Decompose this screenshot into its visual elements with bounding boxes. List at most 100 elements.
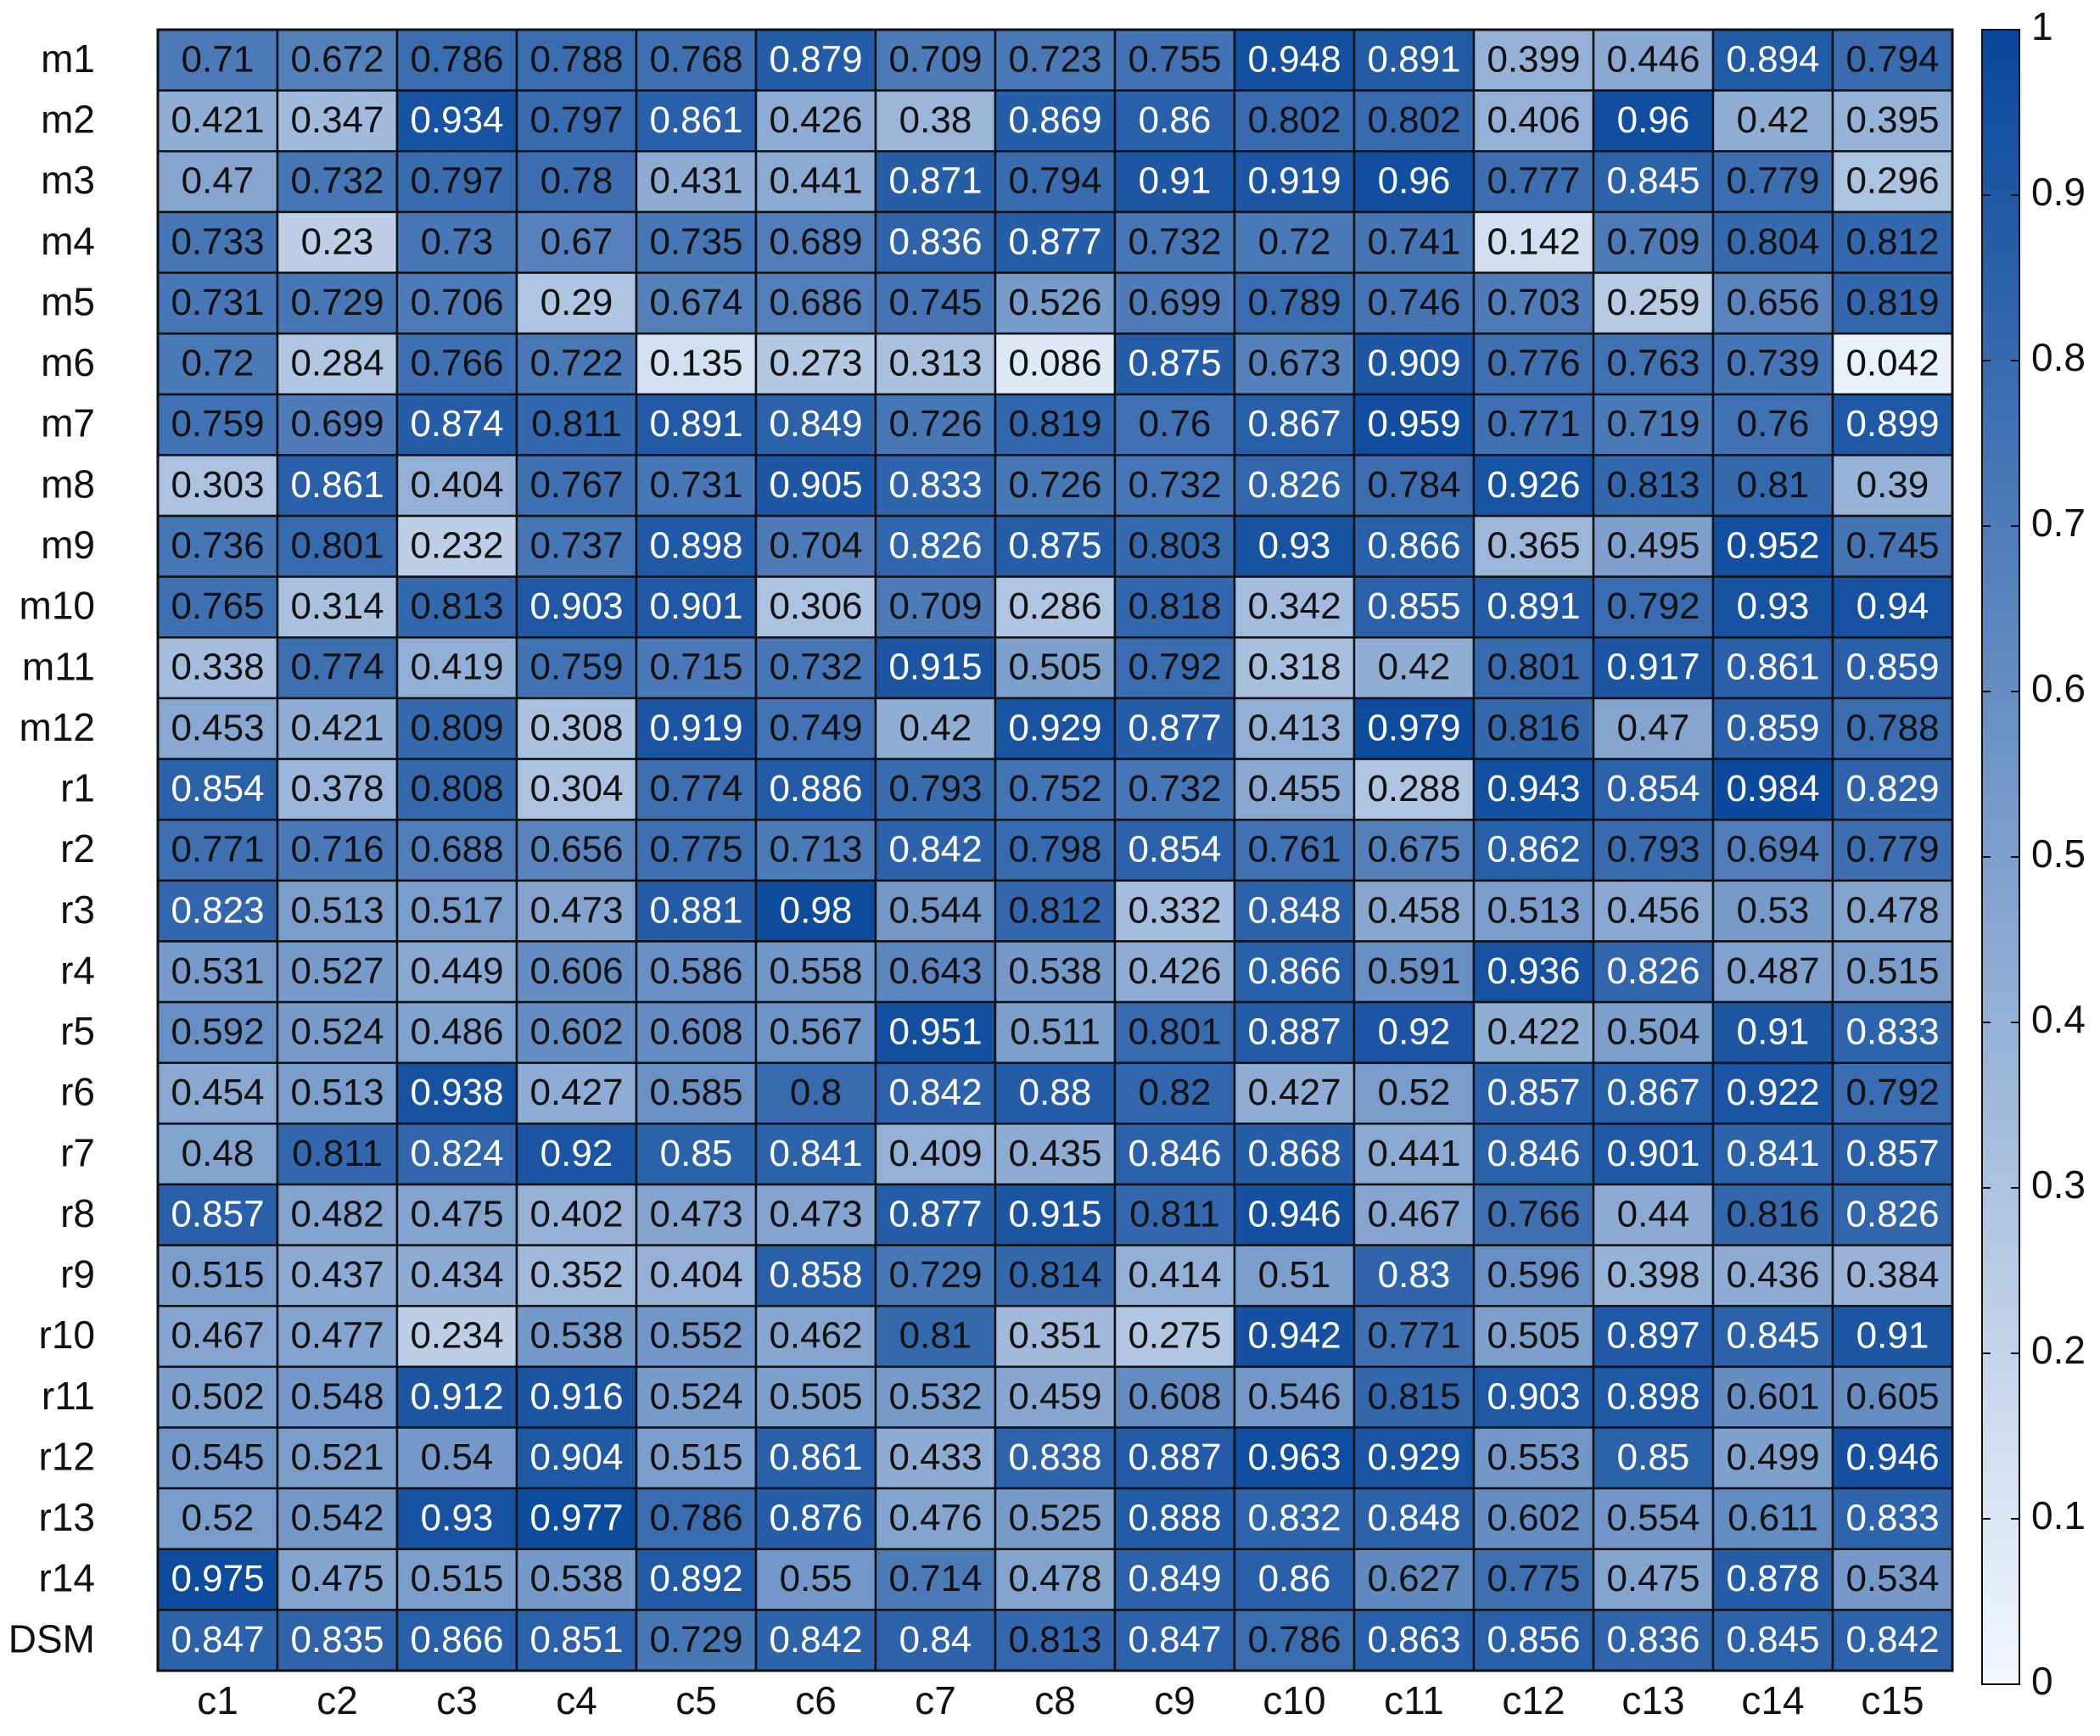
cell-value: 0.887 <box>1128 1436 1221 1478</box>
y-tick-label: r9 <box>60 1252 95 1296</box>
heatmap-cell <box>1352 1609 1476 1672</box>
cell-value: 0.93 <box>1258 524 1331 566</box>
cell-value: 0.854 <box>1606 768 1700 809</box>
x-tick-label: c13 <box>1621 1678 1684 1722</box>
cell-value: 0.774 <box>649 768 742 809</box>
cell-value: 0.881 <box>649 889 742 931</box>
cell-value: 0.761 <box>1247 829 1341 871</box>
heatmap-cell <box>874 879 997 943</box>
heatmap-cell <box>874 636 997 700</box>
heatmap-cell <box>515 1426 638 1490</box>
cell-value: 0.808 <box>410 768 503 809</box>
heatmap-cell <box>276 818 399 882</box>
cell-value: 0.851 <box>529 1619 623 1660</box>
heatmap-cell <box>994 393 1117 456</box>
cell-value: 0.829 <box>1845 768 1939 809</box>
cell-value: 0.922 <box>1726 1072 1819 1113</box>
cell-value: 0.454 <box>171 1072 264 1113</box>
cell-value: 0.689 <box>769 221 862 262</box>
cell-value: 0.786 <box>410 38 503 80</box>
y-tick-label: m5 <box>41 279 95 323</box>
heatmap-cell <box>994 758 1117 821</box>
cell-value: 0.876 <box>769 1498 862 1539</box>
cell-value: 0.478 <box>1845 889 1939 931</box>
heatmap-cell <box>874 454 997 518</box>
cell-value: 0.347 <box>290 99 384 141</box>
cell-value: 0.419 <box>410 647 503 688</box>
heatmap-cell <box>156 150 279 214</box>
cell-value: 0.284 <box>290 343 384 384</box>
x-tick-label: c2 <box>316 1678 358 1722</box>
cell-value: 0.487 <box>1726 950 1819 992</box>
cell-value: 0.673 <box>1247 343 1341 384</box>
cell-value: 0.824 <box>410 1133 503 1174</box>
cell-value: 0.919 <box>649 707 742 748</box>
cell-value: 0.303 <box>171 464 264 506</box>
cell-value: 0.877 <box>1008 221 1101 262</box>
cell-value: 0.29 <box>540 282 613 323</box>
heatmap-cell <box>1352 758 1476 821</box>
cell-value: 0.85 <box>1617 1436 1690 1478</box>
colorbar-tick-label: 0 <box>2031 1659 2053 1703</box>
heatmap-cell <box>635 1123 758 1186</box>
heatmap-cell <box>1352 1183 1476 1246</box>
cell-value: 0.779 <box>1845 829 1939 871</box>
heatmap-cell <box>994 1061 1117 1125</box>
cell-value: 0.53 <box>1737 889 1810 931</box>
colorbar-tick-label: 0.9 <box>2031 170 2086 214</box>
cell-value: 0.901 <box>649 585 742 627</box>
x-tick-label: c8 <box>1034 1678 1076 1722</box>
cell-value: 0.544 <box>888 889 982 931</box>
cell-value: 0.866 <box>1367 524 1460 566</box>
heatmap-cell <box>1233 272 1356 335</box>
cell-value: 0.85 <box>660 1133 733 1174</box>
heatmap-cell <box>395 1548 518 1611</box>
heatmap-cell <box>754 636 877 700</box>
cell-value: 0.861 <box>290 464 384 506</box>
cell-value: 0.585 <box>649 1072 742 1113</box>
heatmap-cell <box>515 514 638 578</box>
heatmap-cell <box>395 1244 518 1308</box>
heatmap-cell <box>1113 1609 1236 1672</box>
heatmap-cell <box>1472 1123 1595 1186</box>
heatmap-cell <box>754 1426 877 1490</box>
cell-value: 0.473 <box>649 1193 742 1235</box>
cell-value: 0.715 <box>649 647 742 688</box>
cell-value: 0.848 <box>1247 889 1341 931</box>
cell-value: 0.726 <box>1008 464 1101 506</box>
heatmap-cell <box>754 150 877 214</box>
cell-value: 0.926 <box>1487 464 1580 506</box>
heatmap-cell <box>156 1061 279 1125</box>
cell-value: 0.832 <box>1247 1498 1341 1539</box>
cell-value: 0.886 <box>769 768 862 809</box>
cell-value: 0.977 <box>529 1498 623 1539</box>
cell-value: 0.891 <box>649 403 742 445</box>
cell-value: 0.816 <box>1487 707 1580 748</box>
cell-value: 0.553 <box>1487 1436 1580 1478</box>
y-tick-label: m6 <box>41 340 95 384</box>
heatmap-cell <box>1472 575 1595 639</box>
cell-value: 0.746 <box>1367 282 1460 323</box>
cell-value: 0.959 <box>1367 403 1460 445</box>
heatmap-cell <box>1711 89 1834 153</box>
cell-value: 0.877 <box>888 1193 982 1235</box>
cell-value: 0.286 <box>1008 585 1101 627</box>
cell-value: 0.467 <box>1367 1193 1460 1235</box>
heatmap-cell <box>1352 697 1476 760</box>
y-tick-label: r6 <box>60 1070 95 1114</box>
cell-value: 0.567 <box>769 1011 862 1053</box>
cell-value: 0.948 <box>1247 38 1341 80</box>
cell-value: 0.802 <box>1367 99 1460 141</box>
heatmap-cell <box>515 89 638 153</box>
heatmap-cell <box>515 1061 638 1125</box>
cell-value: 0.318 <box>1247 647 1341 688</box>
cell-value: 0.427 <box>1247 1072 1341 1113</box>
heatmap-cell <box>1472 1426 1595 1490</box>
heatmap-cell <box>1472 636 1595 700</box>
cell-value: 0.793 <box>1606 829 1700 871</box>
heatmap-cell <box>1711 454 1834 518</box>
cell-value: 0.794 <box>1845 38 1939 80</box>
cell-value: 0.752 <box>1008 768 1101 809</box>
cell-value: 0.495 <box>1606 524 1700 566</box>
cell-value: 0.826 <box>1845 1193 1939 1235</box>
